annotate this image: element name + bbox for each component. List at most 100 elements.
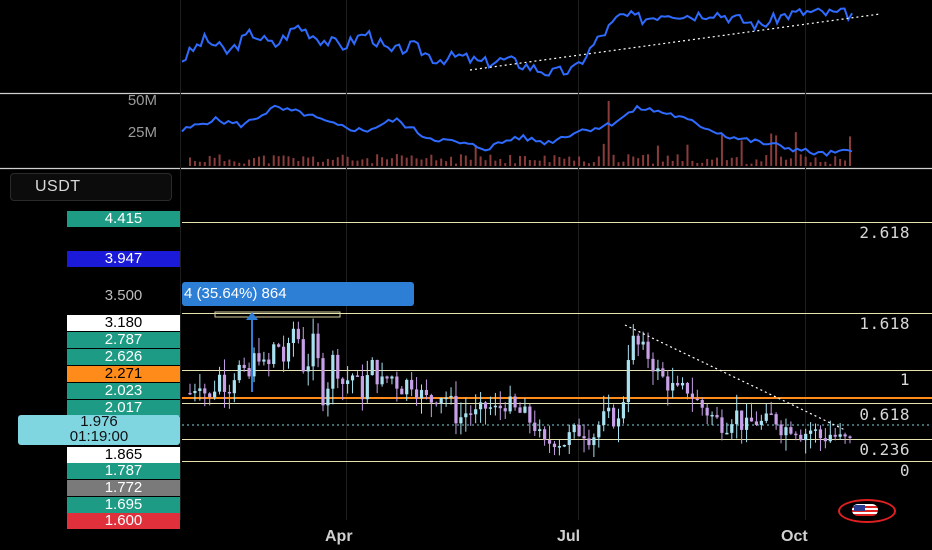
current-price-countdown: 1.976 01:19:00 — [18, 413, 180, 445]
volume-bar — [809, 162, 812, 166]
volume-bar — [218, 154, 221, 166]
candle-body — [213, 391, 217, 398]
volume-bar — [326, 158, 329, 166]
volume-bar — [376, 154, 379, 166]
candle-body — [528, 406, 532, 423]
price-label: 3.500 — [104, 287, 143, 304]
candle-body — [671, 382, 675, 391]
us-flag-icon[interactable] — [838, 499, 896, 523]
candle-body — [400, 388, 404, 395]
candle-body — [715, 414, 719, 418]
volume-bar — [253, 158, 256, 166]
volume-bar — [676, 154, 679, 166]
candle-body — [311, 333, 315, 367]
volume-bar — [844, 160, 847, 166]
currency-label: USDT — [35, 178, 81, 195]
candle-body — [291, 328, 296, 344]
volume-bar — [834, 156, 837, 166]
volume-bar — [647, 154, 650, 166]
candle-body — [582, 436, 586, 439]
volume-bar — [730, 157, 733, 166]
currency-selector[interactable]: USDT — [10, 173, 172, 201]
volume-bar — [400, 155, 403, 166]
candle-body — [296, 328, 300, 340]
volume-bar — [661, 161, 664, 166]
measure-tooltip[interactable]: 4 (35.64%) 864 — [182, 282, 414, 306]
candle-body — [823, 438, 827, 442]
candle-body — [198, 388, 202, 392]
candle-body — [346, 380, 350, 384]
candle-body — [641, 341, 645, 345]
candle-body — [424, 389, 429, 396]
volume-bar — [706, 158, 709, 166]
candle-body — [656, 368, 660, 372]
volume-bar — [499, 158, 502, 166]
volume-bar — [775, 135, 778, 166]
volume-bar — [450, 156, 453, 166]
current-price: 1.976 — [80, 413, 118, 430]
volume-bar — [193, 161, 196, 166]
candle-body — [316, 333, 320, 359]
candle-body — [562, 445, 566, 447]
volume-bar — [494, 160, 497, 166]
volume-bar — [514, 163, 517, 166]
volume-bar — [302, 156, 305, 166]
volume-bar — [228, 159, 231, 166]
price-label: 3.947 — [67, 251, 180, 267]
volume-bar — [789, 158, 792, 166]
volume-bar — [454, 163, 457, 166]
price-label: 2.626 — [67, 349, 180, 365]
volume-bar — [686, 144, 689, 166]
volume-bar — [287, 156, 290, 166]
candle-body — [508, 396, 512, 412]
fib-label-0236: 0.236 — [859, 440, 910, 459]
candle-body — [725, 432, 729, 435]
volume-bar — [784, 159, 787, 166]
trendline-descending — [624, 324, 846, 431]
candle-body — [429, 395, 433, 403]
price-label: 2.023 — [67, 383, 180, 399]
fib-label-2618: 2.618 — [859, 223, 910, 242]
volume-bar — [656, 145, 659, 166]
volume-bar — [297, 160, 300, 166]
volume-bar — [691, 160, 694, 166]
volume-bar — [829, 163, 832, 166]
price-label: 3.180 — [67, 315, 180, 331]
candle-body — [533, 422, 537, 432]
volume-bar — [765, 155, 768, 166]
volume-bar — [238, 162, 241, 166]
volume-bar — [642, 154, 645, 166]
candle-body — [262, 359, 266, 362]
volume-bar — [716, 157, 719, 166]
candle-body — [587, 438, 591, 446]
candle-body — [380, 376, 384, 385]
volume-bar — [720, 134, 723, 166]
candle-body — [439, 398, 443, 404]
candle-body — [730, 424, 734, 433]
volume-bar — [405, 157, 408, 166]
candle-body — [676, 382, 680, 386]
candle-body — [252, 353, 256, 377]
price-label: 4.415 — [67, 211, 180, 227]
candle-body — [227, 391, 232, 394]
candle-body — [552, 443, 557, 448]
candle-body — [597, 425, 601, 438]
candle-body — [203, 388, 207, 394]
candle-body — [414, 389, 419, 399]
volume-bar — [568, 156, 571, 166]
candle-body — [754, 421, 759, 425]
candle-body — [695, 398, 699, 401]
volume-bar — [651, 163, 654, 166]
candle-body — [848, 436, 852, 438]
candle-body — [685, 382, 690, 394]
candle-body — [331, 354, 335, 389]
candle-body — [626, 360, 630, 403]
candle-body — [769, 413, 773, 415]
volume-bar — [464, 155, 467, 166]
volume-bar — [445, 161, 448, 166]
volume-bar — [563, 158, 566, 166]
candle-body — [818, 429, 823, 439]
volume-bar — [711, 159, 714, 166]
candle-body — [459, 417, 463, 424]
